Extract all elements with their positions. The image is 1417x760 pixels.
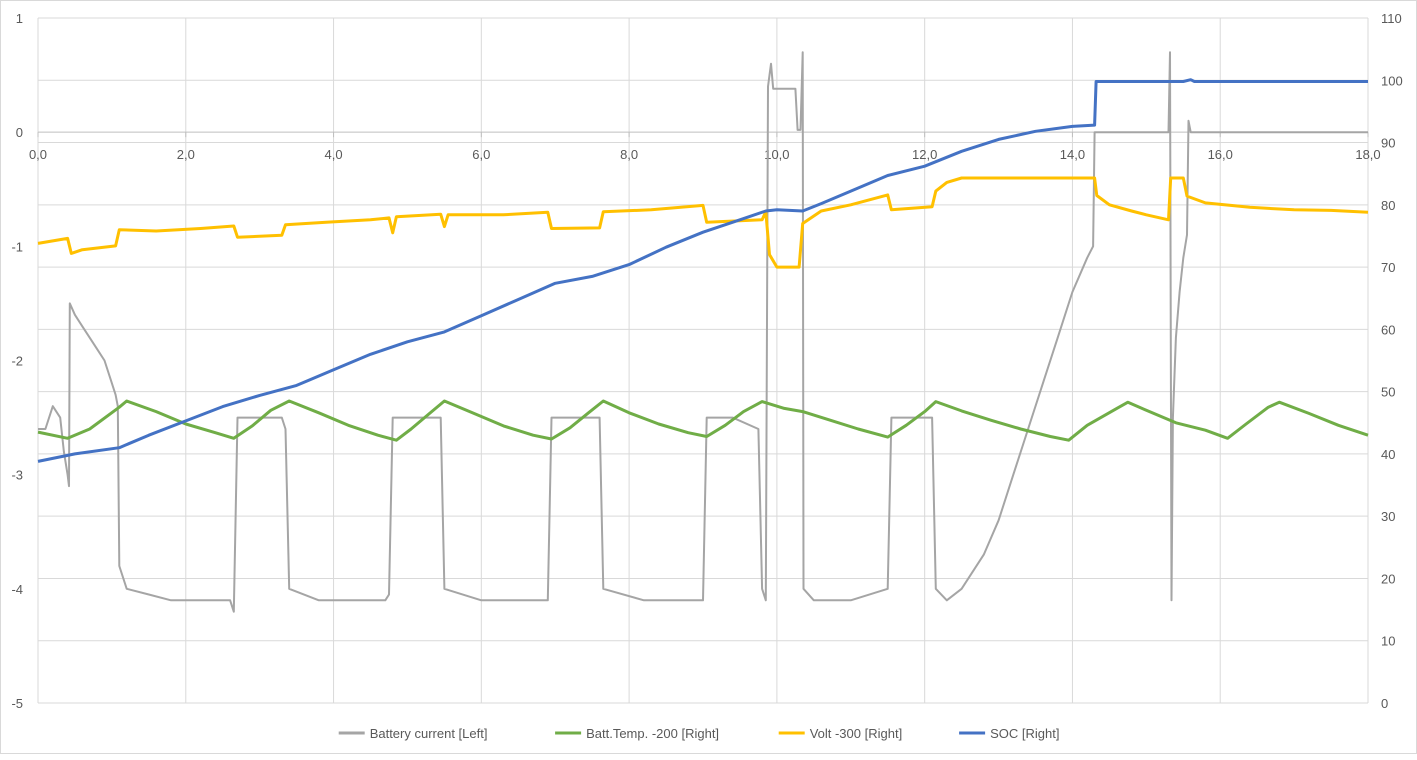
x-tick-label: 18,0 bbox=[1355, 147, 1380, 162]
right-tick-label: 40 bbox=[1381, 447, 1395, 462]
right-tick-label: 60 bbox=[1381, 322, 1395, 337]
series bbox=[37, 51, 1369, 613]
x-tick-label: 0,0 bbox=[29, 147, 47, 162]
legend-item: SOC [Right] bbox=[959, 726, 1059, 741]
left-tick-label: 0 bbox=[16, 125, 23, 140]
legend-label: SOC [Right] bbox=[990, 726, 1059, 741]
x-tick-label: 4,0 bbox=[325, 147, 343, 162]
legend-item: Batt.Temp. -200 [Right] bbox=[555, 726, 719, 741]
left-tick-label: -2 bbox=[11, 354, 23, 369]
right-tick-label: 110 bbox=[1381, 11, 1402, 26]
legend-item: Battery current [Left] bbox=[338, 726, 488, 741]
legend-item: Volt -300 [Right] bbox=[778, 726, 903, 741]
right-tick-label: 100 bbox=[1381, 73, 1403, 88]
right-tick-label: 10 bbox=[1381, 634, 1395, 649]
left-tick-label: -3 bbox=[11, 468, 23, 483]
left-tick-label: -5 bbox=[11, 696, 23, 711]
legend-label: Volt -300 [Right] bbox=[810, 726, 903, 741]
series-line-soc-right bbox=[37, 78, 1368, 463]
legend: Battery current [Left] Batt.Temp. -200 [R… bbox=[338, 726, 1059, 741]
x-tick-label: 2,0 bbox=[177, 147, 195, 162]
right-tick-label: 90 bbox=[1381, 136, 1395, 151]
right-tick-label: 70 bbox=[1381, 260, 1395, 275]
x-tick-label: 16,0 bbox=[1208, 147, 1233, 162]
left-tick-label: -1 bbox=[11, 239, 23, 254]
x-tick-label: 12,0 bbox=[912, 147, 937, 162]
right-tick-label: 80 bbox=[1381, 198, 1395, 213]
legend-label: Battery current [Left] bbox=[370, 726, 488, 741]
series-line-batt-temp-200-right bbox=[37, 399, 1369, 442]
right-tick-label: 20 bbox=[1381, 571, 1395, 586]
left-tick-label: -4 bbox=[11, 582, 23, 597]
legend-label: Batt.Temp. -200 [Right] bbox=[586, 726, 719, 741]
x-tick-label: 14,0 bbox=[1060, 147, 1085, 162]
axes: 0,0 2,0 4,0 6,0 8,0 10,0 12,0 14,0 16,0 18,010-1-… bbox=[11, 11, 1402, 711]
left-tick-label: 1 bbox=[16, 11, 23, 26]
x-tick-label: 10,0 bbox=[764, 147, 789, 162]
x-tick-label: 6,0 bbox=[472, 147, 490, 162]
gridlines bbox=[37, 17, 1369, 704]
right-tick-label: 50 bbox=[1381, 385, 1395, 400]
x-tick-label: 8,0 bbox=[620, 147, 638, 162]
right-tick-label: 0 bbox=[1381, 696, 1388, 711]
right-tick-label: 30 bbox=[1381, 509, 1395, 524]
series-line-volt-300-right bbox=[37, 176, 1369, 269]
series-line-battery-current-left bbox=[38, 51, 1368, 613]
